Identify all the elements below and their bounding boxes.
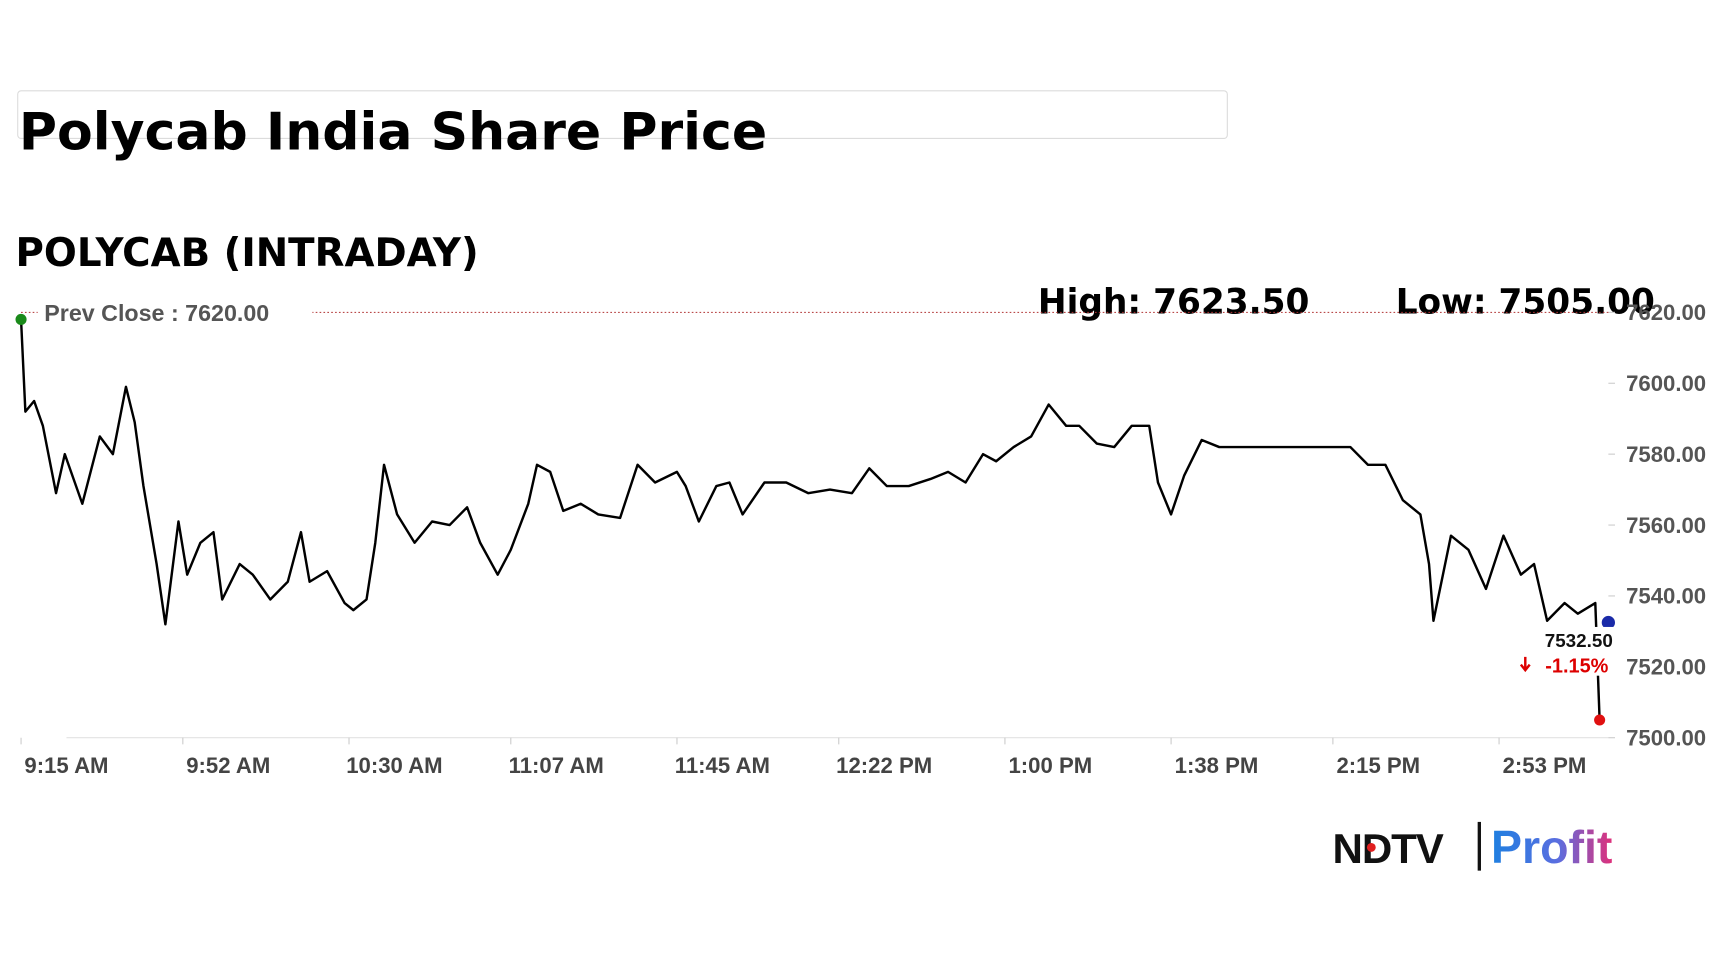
y-tick-label: 7500.00 — [1626, 725, 1706, 750]
x-tick-label: 11:45 AM — [675, 753, 770, 778]
open-point — [15, 313, 27, 325]
y-tick-label: 7520.00 — [1626, 655, 1706, 680]
low-point — [1594, 714, 1606, 726]
last-point — [1601, 615, 1616, 630]
x-tick-label: 2:53 PM — [1503, 753, 1587, 778]
x-tick-label: 9:15 AM — [24, 753, 108, 778]
title-box — [17, 90, 1228, 140]
logo: NDTV Profit — [1333, 821, 1613, 873]
down-arrow — [1519, 656, 1531, 673]
logo-divider — [1477, 821, 1481, 871]
x-tick-label: 10:30 AM — [346, 753, 442, 778]
y-tick-label: 7620.00 — [1626, 300, 1706, 325]
prev-close-bg — [37, 299, 313, 326]
logo-brand: NDTV — [1333, 825, 1444, 872]
logo-dot — [1366, 842, 1376, 852]
price-line — [19, 319, 1601, 721]
y-tick-label: 7560.00 — [1626, 513, 1706, 538]
x-tick-label: 9:52 AM — [186, 753, 270, 778]
page-title: Polycab India Share Price — [19, 103, 767, 163]
x-tick-label: 1:00 PM — [1008, 753, 1092, 778]
x-tick-label: 12:22 PM — [836, 753, 932, 778]
chart-title: POLYCAB (INTRADAY) — [16, 231, 479, 276]
change-label: -1.15% — [1545, 655, 1608, 677]
low-label: Low: 7505.00 — [1396, 282, 1655, 322]
logo-product: Profit — [1491, 821, 1612, 873]
last-label-bg — [1526, 626, 1616, 676]
high-label: High: 7623.50 — [1038, 282, 1310, 322]
y-tick-label: 7540.00 — [1626, 584, 1706, 609]
x-tick-label: 1:38 PM — [1175, 753, 1259, 778]
last-price-label: 7532.50 — [1545, 630, 1613, 651]
y-tick-label: 7600.00 — [1626, 371, 1706, 396]
prev-close-label: Prev Close : 7620.00 — [44, 300, 269, 326]
x-tick-label: 11:07 AM — [509, 753, 604, 778]
x-tick-label: 2:15 PM — [1336, 753, 1420, 778]
y-tick-label: 7580.00 — [1626, 442, 1706, 467]
